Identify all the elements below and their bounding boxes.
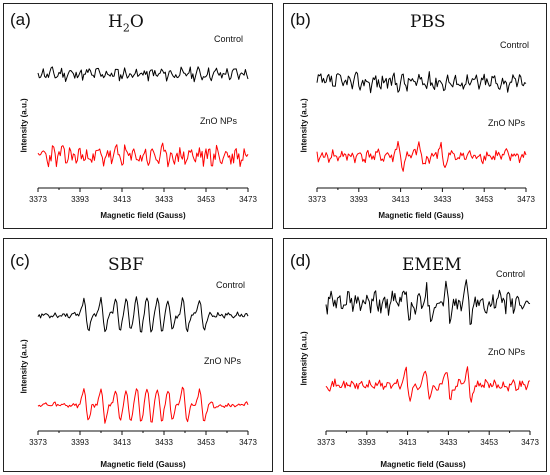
x-tick-label: 3453 [475, 195, 493, 204]
panel-title-sub: 2 [122, 21, 130, 35]
x-tick-label: 3413 [399, 438, 417, 447]
x-tick-label: 3373 [29, 195, 47, 204]
x-tick-label: 3413 [113, 195, 131, 204]
panel-title-main: EMEM [402, 255, 462, 275]
series-line-control [37, 296, 249, 333]
x-axis-label: Magnetic field (Gauss) [100, 211, 186, 220]
x-tick-label: 3473 [239, 195, 257, 204]
plot-area: 3373 3393 3413 3433 3453 3473 [29, 296, 257, 447]
series-line-zno-nps [316, 140, 527, 172]
x-axis-label: Magnetic field (Gauss) [100, 460, 186, 469]
chart-panel-b: (b) PBS Control ZnO NPs Intensity (a.u.)… [283, 3, 547, 229]
x-tick-label: 3433 [155, 438, 173, 447]
plot-area: 3373 3393 3413 3433 3453 3473 [317, 279, 539, 447]
panel-title: H2O [108, 12, 144, 34]
x-tick-label: 3393 [71, 195, 89, 204]
x-tick-label: 3373 [308, 195, 326, 204]
x-tick-label: 3473 [521, 438, 539, 447]
plot-area: 3373 3393 3413 3433 3453 3473 [308, 71, 535, 204]
x-tick-label: 3413 [113, 438, 131, 447]
panel-title-main: H [108, 12, 123, 32]
x-tick-label: 3453 [480, 438, 498, 447]
series-line-control [316, 71, 527, 94]
panel-label: (c) [10, 251, 30, 270]
chart-panel-d: (d) EMEM Control ZnO NPs Intensity (a.u.… [283, 238, 547, 472]
x-tick-label: 3373 [29, 438, 47, 447]
panel-title: PBS [410, 12, 446, 34]
panel-title-tail: O [129, 12, 144, 32]
series-label-zno: ZnO NPs [204, 356, 242, 366]
panel-label: (b) [290, 10, 311, 29]
series-label-control: Control [496, 269, 526, 279]
chart-panel-c: (c) SBF Control ZnO NPs Intensity (a.u.)… [3, 238, 273, 472]
x-tick-label: 3453 [197, 195, 215, 204]
x-tick-label: 3433 [440, 438, 458, 447]
x-tick-label: 3393 [350, 195, 368, 204]
chart-panel-a: (a) H2O Control ZnO NPs Intensity (a.u.)… [3, 3, 273, 229]
x-tick-label: 3473 [239, 438, 257, 447]
series-line-zno-nps [325, 366, 531, 403]
panel-title: SBF [108, 255, 144, 277]
plot-area: 3373 3393 3413 3433 3453 3473 [29, 66, 257, 204]
series-label-control: Control [216, 280, 246, 290]
x-tick-label: 3373 [317, 438, 335, 447]
x-tick-label: 3473 [517, 195, 535, 204]
series-line-control [325, 279, 531, 325]
series-line-zno-nps [37, 142, 249, 168]
x-tick-label: 3413 [392, 195, 410, 204]
panel-title-main: PBS [410, 12, 446, 32]
panel-label: (d) [290, 251, 311, 270]
series-label-zno: ZnO NPs [200, 116, 238, 126]
series-label-control: Control [214, 34, 244, 44]
panel-label: (a) [10, 10, 31, 29]
x-tick-label: 3393 [71, 438, 89, 447]
panel-title: EMEM [402, 255, 462, 277]
panel-title-main: SBF [108, 255, 144, 275]
series-line-zno-nps [37, 386, 249, 424]
series-label-control: Control [500, 40, 530, 50]
x-tick-label: 3433 [155, 195, 173, 204]
series-line-control [37, 66, 249, 83]
series-label-zno: ZnO NPs [488, 347, 526, 357]
x-axis-label: Magnetic field (Gauss) [380, 460, 466, 469]
series-label-zno: ZnO NPs [488, 118, 526, 128]
x-tick-label: 3433 [434, 195, 452, 204]
x-axis-label: Magnetic field (Gauss) [378, 211, 464, 220]
x-tick-label: 3393 [358, 438, 376, 447]
x-tick-label: 3453 [197, 438, 215, 447]
